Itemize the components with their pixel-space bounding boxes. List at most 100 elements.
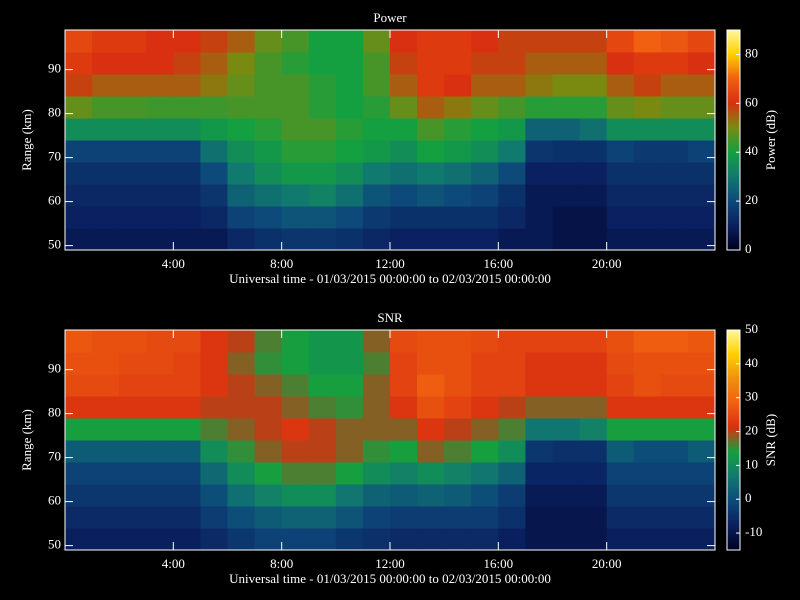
heat-cell xyxy=(362,184,391,207)
y-tick-label: 60 xyxy=(48,193,61,208)
heat-cell xyxy=(65,330,93,353)
colorbar-swatch xyxy=(727,428,740,431)
heat-cell xyxy=(417,30,445,53)
heat-cell xyxy=(660,162,689,185)
colorbar-swatch xyxy=(727,134,740,137)
heat-cell xyxy=(471,30,499,53)
heat-cell xyxy=(417,74,445,97)
heat-cell xyxy=(281,118,310,141)
heat-cell xyxy=(579,140,608,163)
colorbar-swatch xyxy=(727,160,740,163)
heat-cell xyxy=(471,184,499,207)
heat-cell xyxy=(498,206,526,229)
colorbar-swatch xyxy=(727,338,740,341)
heat-cell xyxy=(444,96,472,119)
heat-cell xyxy=(281,74,310,97)
heat-cell xyxy=(498,484,526,507)
y-tick-label: 90 xyxy=(48,361,61,376)
colorbar-swatch xyxy=(727,136,740,139)
heat-cell xyxy=(65,440,93,463)
colorbar-tick-label: 20 xyxy=(745,423,758,438)
heat-cell xyxy=(525,184,553,207)
heat-cell xyxy=(308,140,337,163)
heat-cell xyxy=(660,228,689,251)
heat-cell xyxy=(65,484,93,507)
heat-cell xyxy=(444,30,472,53)
heat-cell xyxy=(335,228,364,251)
colorbar-swatch xyxy=(727,408,740,411)
colorbar-swatch xyxy=(727,32,740,35)
heat-cell xyxy=(687,228,716,251)
heat-cell xyxy=(362,74,391,97)
colorbar-swatch xyxy=(727,518,740,521)
heat-cell xyxy=(146,30,174,53)
colorbar-swatch xyxy=(727,122,740,125)
colorbar-swatch xyxy=(727,358,740,361)
x-axis-label: Universal time - 01/03/2015 00:00:00 to … xyxy=(229,271,551,286)
heat-cell xyxy=(660,30,689,53)
heat-cell xyxy=(227,52,256,75)
heat-cell xyxy=(119,484,147,507)
heat-cell xyxy=(390,184,418,207)
heat-cell xyxy=(200,462,228,485)
x-axis-label: Universal time - 01/03/2015 00:00:00 to … xyxy=(229,571,551,586)
heat-cell xyxy=(606,484,635,507)
colorbar-swatch xyxy=(727,158,740,161)
colorbar-swatch xyxy=(727,432,740,435)
heat-cell xyxy=(417,506,445,529)
colorbar-swatch xyxy=(727,352,740,355)
x-tick-label: 8:00 xyxy=(270,556,293,571)
heat-cell xyxy=(579,330,608,353)
heat-cell xyxy=(335,484,364,507)
heat-cell xyxy=(471,484,499,507)
colorbar-swatch xyxy=(727,118,740,121)
heat-cell xyxy=(146,74,174,97)
heat-cell xyxy=(606,30,635,53)
colorbar-swatch xyxy=(727,76,740,79)
heat-cell xyxy=(92,484,120,507)
colorbar-swatch xyxy=(727,36,740,39)
heat-cell xyxy=(227,374,256,397)
colorbar-swatch xyxy=(727,442,740,445)
colorbar-swatch xyxy=(727,446,740,449)
heat-cell xyxy=(65,374,93,397)
colorbar-swatch xyxy=(727,220,740,223)
heat-cell xyxy=(687,52,716,75)
colorbar-swatch xyxy=(727,354,740,357)
colorbar-swatch xyxy=(727,496,740,499)
colorbar-swatch xyxy=(727,208,740,211)
heat-cell xyxy=(390,30,418,53)
colorbar-swatch xyxy=(727,340,740,343)
heat-cell xyxy=(633,52,662,75)
heat-cell xyxy=(308,374,337,397)
y-tick-label: 90 xyxy=(48,61,61,76)
heat-cell xyxy=(362,418,391,441)
colorbar-swatch xyxy=(727,540,740,543)
heat-cell xyxy=(525,374,553,397)
colorbar-swatch xyxy=(727,200,740,203)
heat-cell xyxy=(308,96,337,119)
colorbar-swatch xyxy=(727,84,740,87)
heat-cell xyxy=(254,74,283,97)
heat-cell xyxy=(390,228,418,251)
heat-cell xyxy=(390,206,418,229)
heat-cell xyxy=(498,162,526,185)
colorbar-swatch xyxy=(727,368,740,371)
heat-cell xyxy=(660,140,689,163)
heat-cell xyxy=(498,140,526,163)
colorbar-frame xyxy=(726,329,741,551)
colorbar-swatch xyxy=(727,210,740,213)
heat-cell xyxy=(362,506,391,529)
colorbar-swatch xyxy=(727,108,740,111)
heat-cell xyxy=(606,440,635,463)
colorbar-swatch xyxy=(727,190,740,193)
colorbar-swatch xyxy=(727,488,740,491)
heat-cell xyxy=(227,440,256,463)
heat-cell xyxy=(119,506,147,529)
colorbar-swatch xyxy=(727,410,740,413)
heat-cell xyxy=(417,140,445,163)
heat-cell xyxy=(92,330,120,353)
heat-cell xyxy=(65,140,93,163)
heat-cell xyxy=(579,440,608,463)
heat-cell xyxy=(65,96,93,119)
